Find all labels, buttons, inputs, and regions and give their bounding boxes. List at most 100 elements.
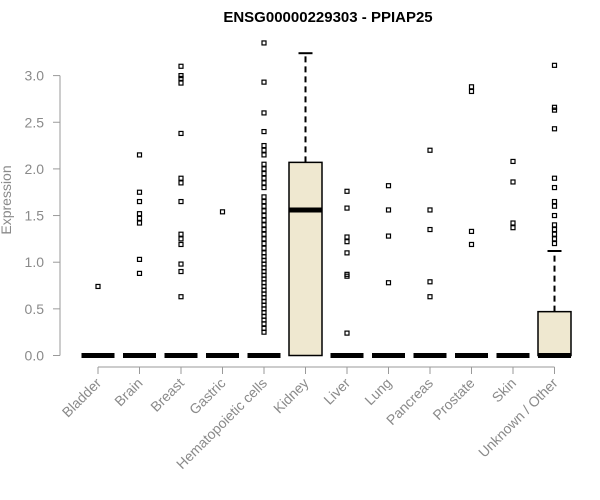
outlier-point [427, 207, 433, 213]
outlier-point [261, 208, 267, 214]
outlier-point [261, 128, 267, 135]
y-axis-label: Expression [0, 165, 14, 234]
outlier-point [551, 222, 558, 228]
outlier-point [261, 170, 267, 177]
outlier-point [551, 107, 558, 113]
outlier-point [178, 72, 184, 79]
outlier-point [551, 212, 558, 219]
box-breast [164, 63, 198, 358]
outlier-point [178, 75, 184, 81]
outlier-point [261, 175, 267, 181]
x-tick-label: Lung [361, 375, 394, 408]
box-brain [123, 152, 156, 358]
chart-title: ENSG00000229303 - PPIAP25 [223, 9, 432, 26]
outlier-point [136, 211, 143, 217]
outlier-point [427, 294, 433, 300]
outlier-point [95, 283, 101, 290]
x-tick-label: Prostate [429, 375, 477, 423]
y-tick-label: 2.5 [25, 114, 45, 130]
box-gastric [206, 209, 239, 358]
outlier-point [261, 194, 267, 200]
outlier-point [344, 188, 350, 194]
box-bladder [81, 283, 115, 358]
outlier-point [261, 142, 267, 149]
outlier-point [219, 209, 226, 215]
y-tick-label: 0.0 [25, 348, 45, 364]
outlier-point [178, 130, 184, 137]
outlier-point [510, 158, 516, 165]
outlier-point [510, 220, 516, 226]
outlier-point [178, 198, 184, 205]
outlier-point [385, 233, 392, 239]
outlier-point [344, 234, 350, 240]
box-prostate [455, 84, 488, 358]
outlier-point [136, 220, 143, 226]
outlier-point [261, 231, 267, 237]
outlier-point [468, 241, 475, 248]
outlier-point [427, 226, 433, 233]
outlier-point [136, 270, 143, 276]
outlier-point [178, 180, 184, 186]
x-tick-label: Kidney [270, 375, 312, 417]
outlier-point [551, 231, 558, 237]
outlier-point [385, 183, 392, 189]
outlier-point [178, 175, 184, 181]
outlier-point [551, 203, 558, 209]
x-tick-label: Skin [489, 375, 520, 406]
outlier-point [261, 325, 267, 332]
box-hematopoietic-cells [247, 40, 281, 358]
outlier-point [178, 80, 184, 86]
outlier-point [178, 294, 184, 300]
outlier-point [178, 261, 184, 267]
outlier-point [136, 152, 143, 158]
outlier-point [261, 250, 267, 256]
outlier-point [551, 126, 558, 132]
outlier-point [385, 207, 392, 213]
box-pancreas [413, 147, 447, 358]
x-tick-label: Breast [147, 375, 187, 415]
outlier-point [551, 62, 558, 68]
outlier-point [468, 228, 475, 235]
outlier-point [261, 226, 267, 233]
outlier-point [136, 215, 143, 221]
outlier-point [385, 280, 392, 286]
outlier-point [510, 225, 516, 231]
outlier-point [468, 84, 475, 90]
x-tick-label: Brain [111, 375, 145, 409]
outlier-point [261, 79, 267, 85]
y-tick-label: 2.0 [25, 161, 45, 177]
outlier-point [178, 268, 184, 275]
x-tick-label: Unknown / Other [475, 375, 561, 461]
outlier-point [551, 175, 558, 181]
outlier-point [261, 180, 267, 186]
box-body [537, 310, 572, 357]
y-tick-label: 3.0 [25, 68, 45, 84]
outlier-point [136, 198, 143, 205]
plot-area [81, 40, 572, 358]
outlier-point [261, 147, 267, 153]
outlier-point [261, 236, 267, 242]
outlier-point [261, 40, 267, 46]
outlier-point [551, 236, 558, 242]
outlier-point [427, 279, 433, 285]
outlier-point [136, 189, 143, 195]
y-tick-label: 1.5 [25, 208, 45, 224]
outlier-point [261, 203, 267, 209]
outlier-point [178, 231, 184, 237]
outlier-point [261, 212, 267, 219]
box-body [288, 161, 323, 357]
outlier-point [261, 245, 267, 251]
outlier-point [344, 239, 350, 245]
outlier-point [344, 250, 350, 256]
y-tick-label: 0.5 [25, 301, 45, 317]
outlier-point [551, 184, 558, 191]
x-tick-label: Liver [320, 375, 353, 408]
outlier-point [344, 205, 350, 211]
box-lung [372, 183, 405, 358]
outlier-point [261, 222, 267, 228]
outlier-point [261, 152, 267, 158]
outlier-point [551, 198, 558, 205]
outlier-point [261, 166, 267, 172]
outlier-point [551, 104, 558, 110]
